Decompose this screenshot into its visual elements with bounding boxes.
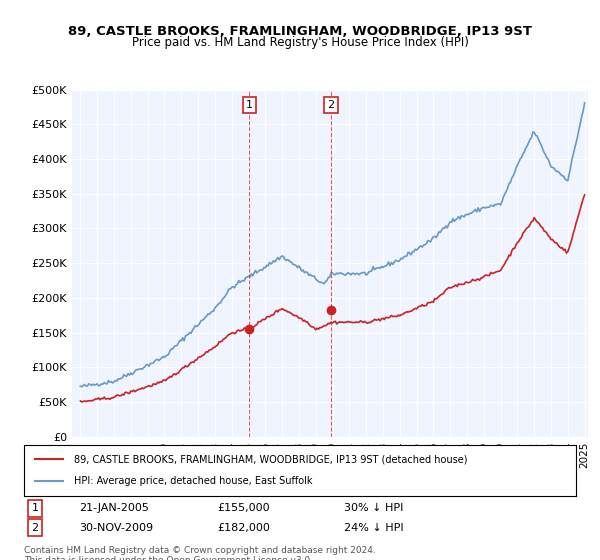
Text: 2: 2 — [31, 523, 38, 533]
Text: 30-NOV-2009: 30-NOV-2009 — [79, 523, 154, 533]
Text: 2: 2 — [328, 100, 335, 110]
Text: Contains HM Land Registry data © Crown copyright and database right 2024.
This d: Contains HM Land Registry data © Crown c… — [24, 546, 376, 560]
Text: £182,000: £182,000 — [217, 523, 270, 533]
Text: Price paid vs. HM Land Registry's House Price Index (HPI): Price paid vs. HM Land Registry's House … — [131, 36, 469, 49]
Text: HPI: Average price, detached house, East Suffolk: HPI: Average price, detached house, East… — [74, 477, 312, 487]
Text: 89, CASTLE BROOKS, FRAMLINGHAM, WOODBRIDGE, IP13 9ST (detached house): 89, CASTLE BROOKS, FRAMLINGHAM, WOODBRID… — [74, 454, 467, 464]
Text: £155,000: £155,000 — [217, 503, 270, 513]
Text: 1: 1 — [246, 100, 253, 110]
Text: 89, CASTLE BROOKS, FRAMLINGHAM, WOODBRIDGE, IP13 9ST: 89, CASTLE BROOKS, FRAMLINGHAM, WOODBRID… — [68, 25, 532, 38]
Text: 30% ↓ HPI: 30% ↓ HPI — [344, 503, 404, 513]
Text: 1: 1 — [32, 503, 38, 513]
Text: 21-JAN-2005: 21-JAN-2005 — [79, 503, 149, 513]
Text: 24% ↓ HPI: 24% ↓ HPI — [344, 523, 404, 533]
